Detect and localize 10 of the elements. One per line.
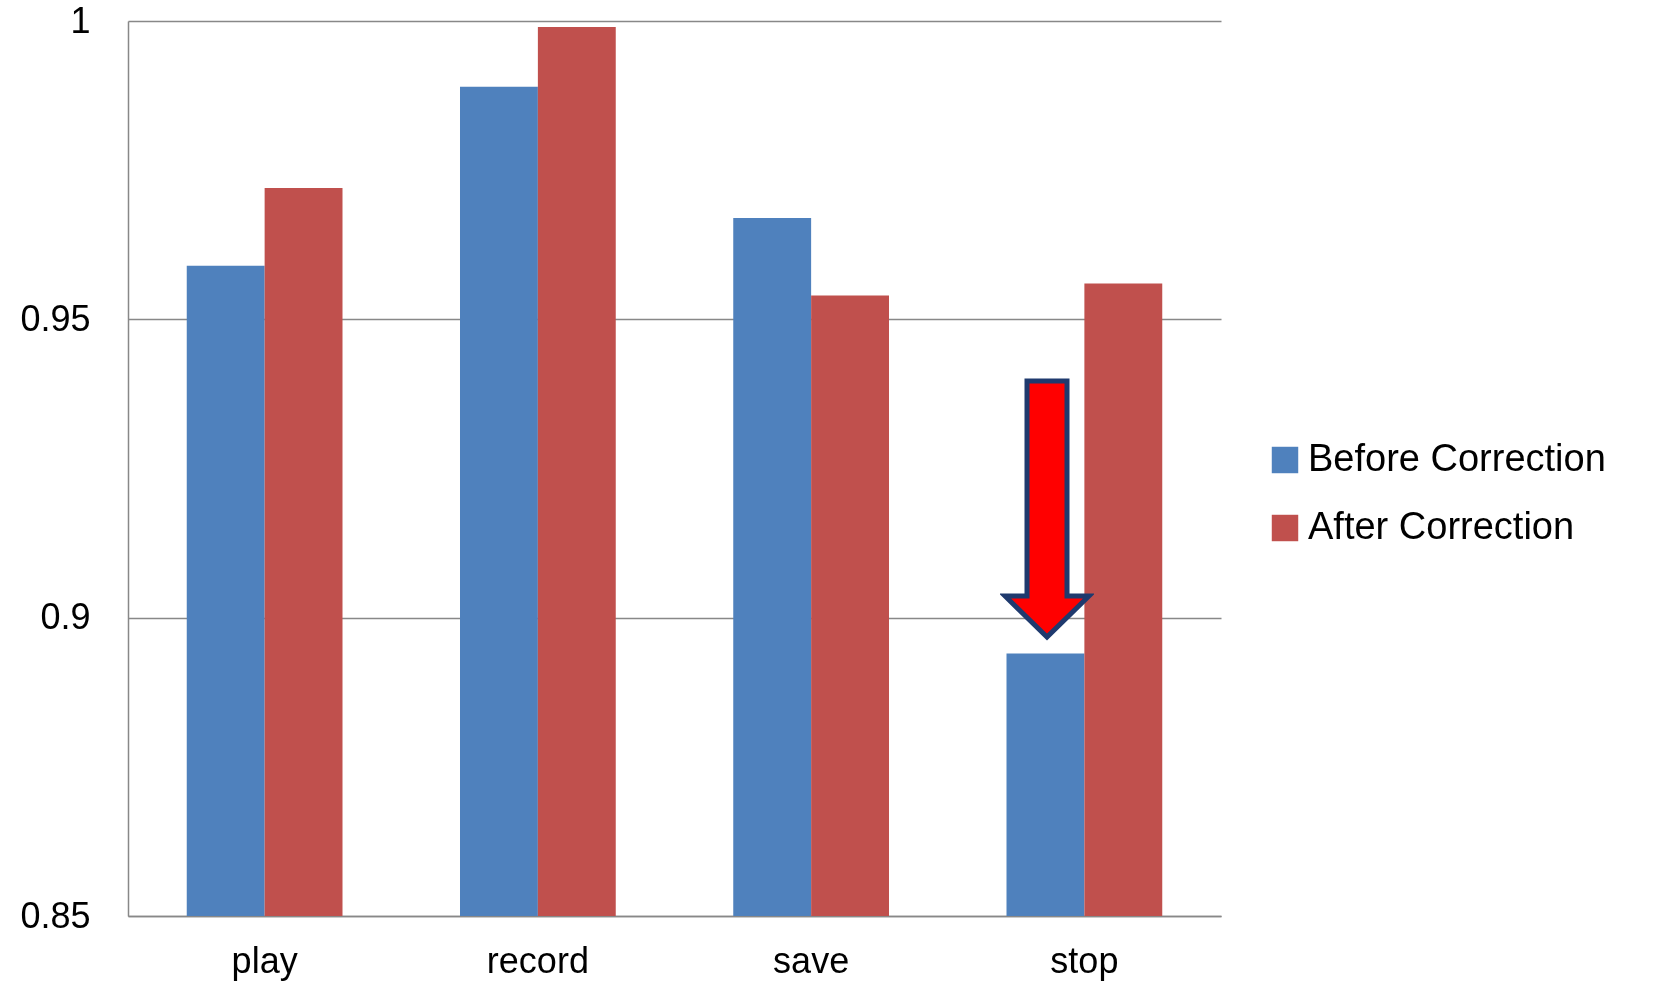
x-tick-label: record bbox=[486, 939, 589, 981]
x-tick-label: stop bbox=[1050, 939, 1119, 981]
y-tick-label: 0.85 bbox=[20, 894, 91, 936]
x-tick-label: save bbox=[773, 939, 850, 981]
y-tick-label: 0.95 bbox=[20, 297, 91, 339]
y-tick-label: 0.9 bbox=[40, 596, 91, 638]
x-tick-label: play bbox=[231, 939, 298, 981]
legend-label: Before Correction bbox=[1308, 437, 1606, 479]
y-tick-label: 1 bbox=[70, 0, 91, 41]
legend-label: After Correction bbox=[1308, 505, 1575, 547]
